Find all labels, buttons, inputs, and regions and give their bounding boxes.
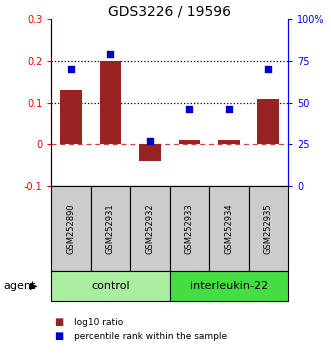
Text: percentile rank within the sample: percentile rank within the sample: [74, 332, 228, 341]
Text: ▶: ▶: [30, 281, 38, 291]
Bar: [91, 186, 130, 271]
Text: GSM252933: GSM252933: [185, 203, 194, 254]
Bar: [60, 90, 82, 144]
Point: [108, 52, 113, 57]
Text: interleukin-22: interleukin-22: [190, 281, 268, 291]
Text: GSM252935: GSM252935: [264, 203, 273, 254]
Bar: [218, 140, 240, 144]
Bar: [249, 186, 288, 271]
Bar: [100, 61, 121, 144]
Text: GSM252932: GSM252932: [145, 203, 155, 254]
Text: GSM252934: GSM252934: [224, 203, 233, 254]
Point: [226, 107, 231, 112]
Text: control: control: [91, 281, 130, 291]
Bar: [139, 144, 161, 161]
Text: GSM252890: GSM252890: [67, 203, 75, 254]
Text: log10 ratio: log10 ratio: [74, 318, 124, 327]
Point: [147, 138, 153, 144]
Bar: [178, 140, 200, 144]
Point: [187, 107, 192, 112]
Text: ■: ■: [55, 331, 64, 341]
Point: [69, 67, 74, 72]
Bar: [258, 98, 279, 144]
Bar: [209, 186, 249, 271]
Point: [265, 67, 271, 72]
Bar: [130, 186, 169, 271]
Text: GSM252931: GSM252931: [106, 203, 115, 254]
Bar: [169, 271, 288, 301]
Title: GDS3226 / 19596: GDS3226 / 19596: [108, 4, 231, 18]
Bar: [169, 186, 209, 271]
Bar: [51, 186, 91, 271]
Bar: [51, 271, 169, 301]
Text: ■: ■: [55, 317, 64, 327]
Text: agent: agent: [3, 281, 36, 291]
